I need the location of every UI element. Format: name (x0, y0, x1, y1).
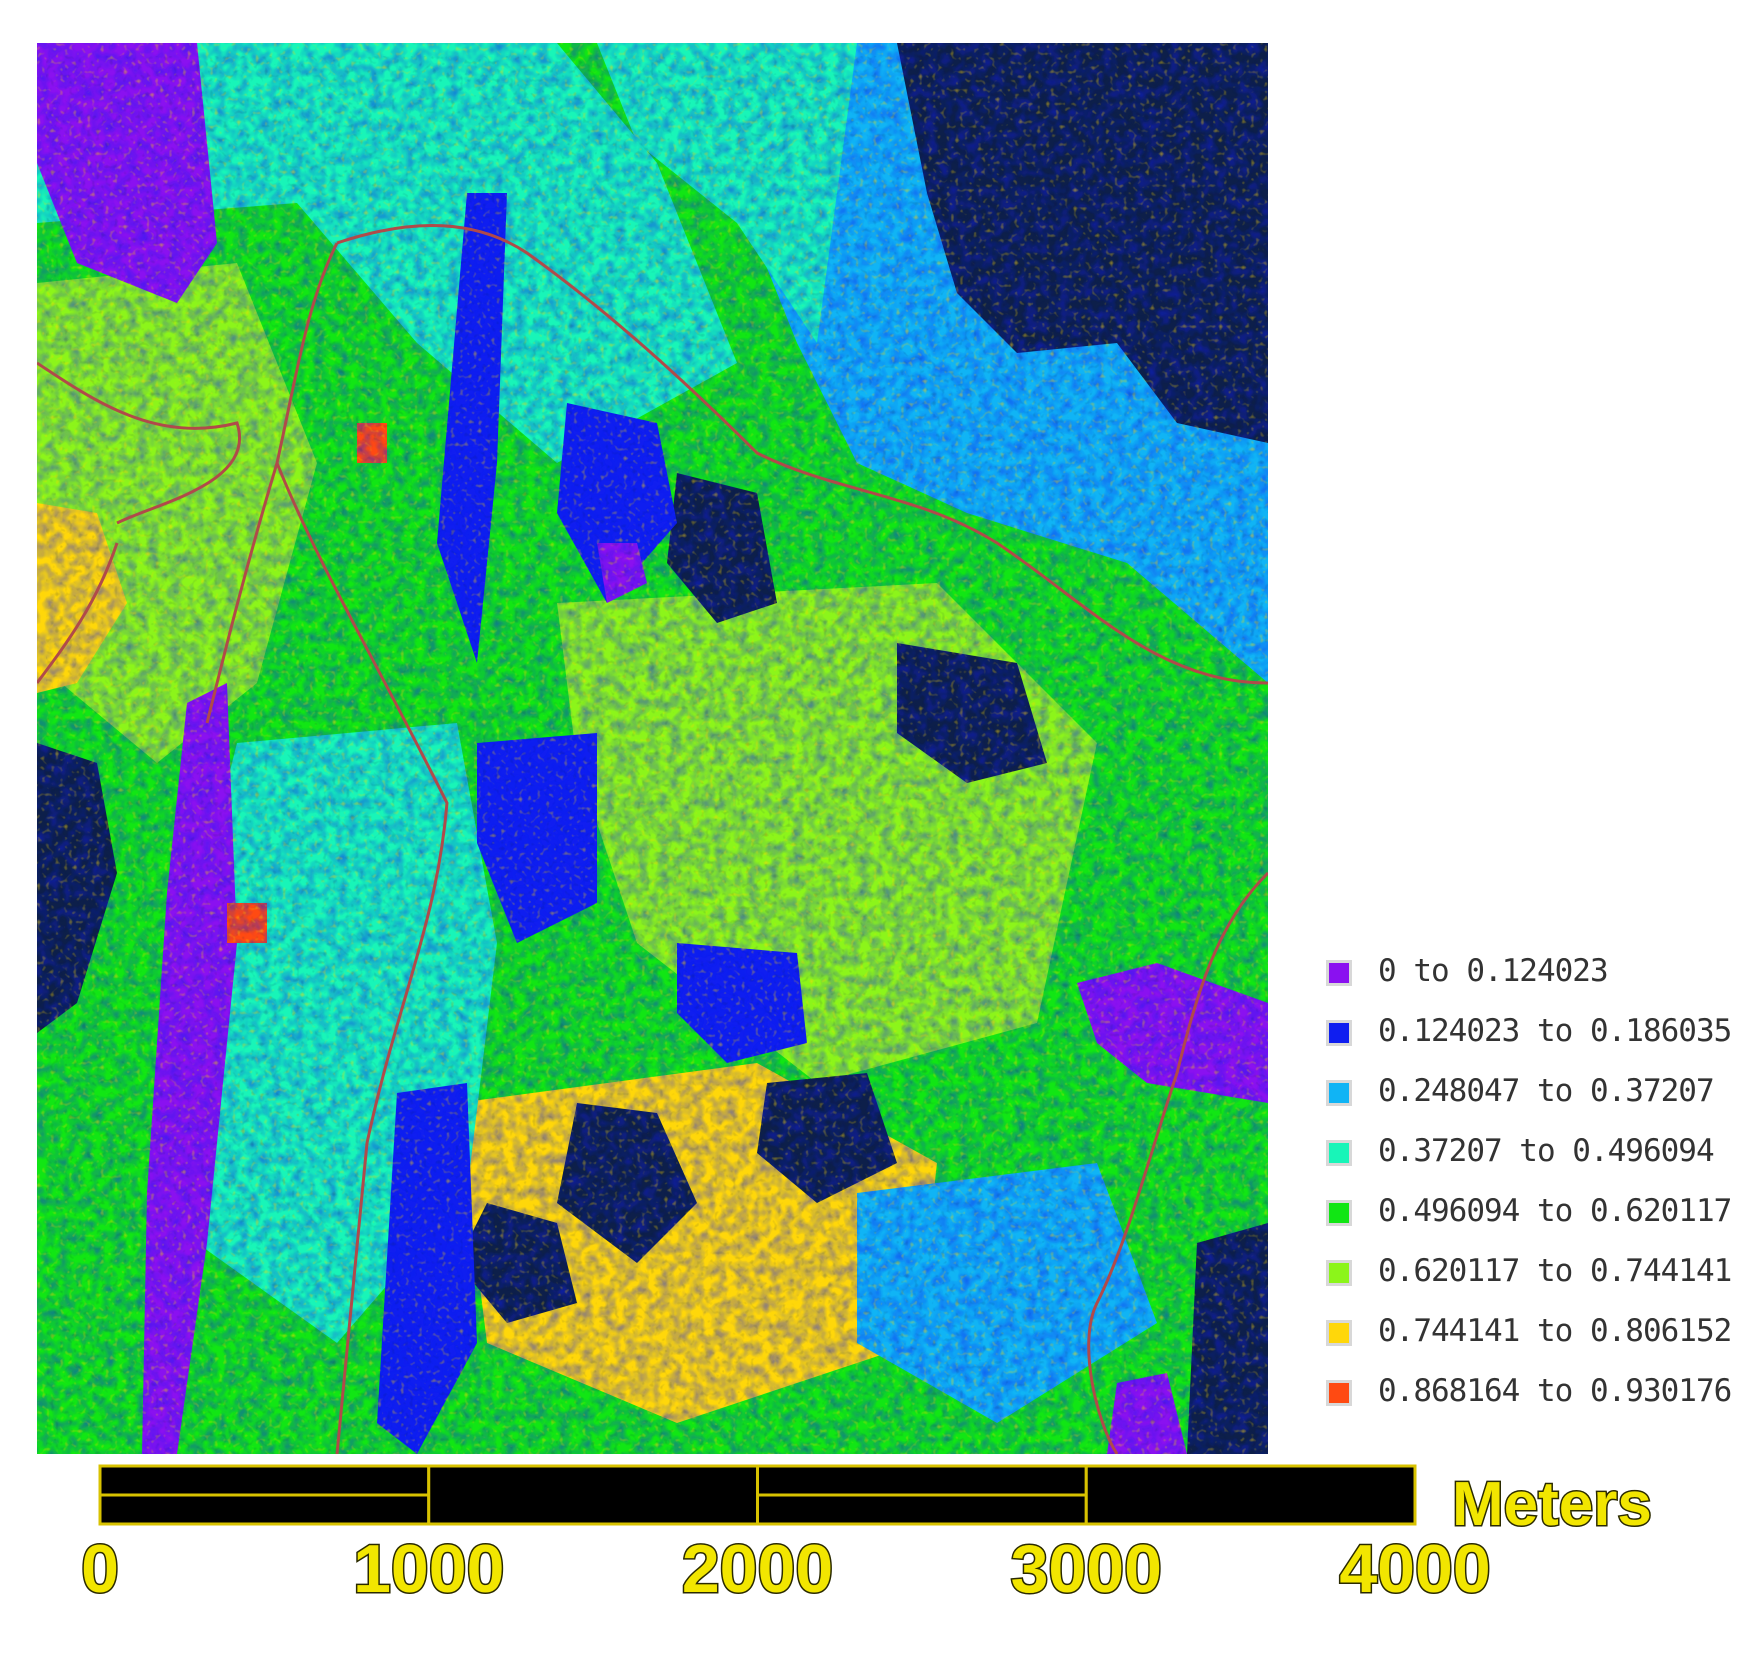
scale-bar-segment (756, 1464, 1088, 1526)
legend-label: 0.744141 to 0.806152 (1378, 1313, 1732, 1349)
scale-bar-tick-label: 3000 (1011, 1531, 1162, 1607)
road-east (1087, 871, 1268, 1454)
legend: 0 to 0.124023 0.124023 to 0.186035 0.24804… (1322, 950, 1742, 1430)
legend-item: 0.124023 to 0.186035 (1322, 1010, 1742, 1070)
legend-label: 0 to 0.124023 (1378, 953, 1609, 989)
legend-item: 0.744141 to 0.806152 (1322, 1310, 1742, 1370)
scale-bar-tick-label: 1000 (353, 1531, 504, 1607)
legend-swatch (1326, 1200, 1352, 1226)
legend-swatch (1326, 1380, 1352, 1406)
roads (37, 224, 1268, 1454)
legend-label: 0.868164 to 0.930176 (1378, 1373, 1732, 1409)
legend-label: 0.620117 to 0.744141 (1378, 1253, 1732, 1289)
legend-swatch (1326, 1320, 1352, 1346)
legend-label: 0.496094 to 0.620117 (1378, 1193, 1732, 1229)
road-north (336, 224, 1268, 685)
scale-bar-tick-label: 4000 (1339, 1531, 1490, 1607)
road-center (275, 462, 449, 1454)
legend-swatch (1326, 1080, 1352, 1106)
legend-label: 0.124023 to 0.186035 (1378, 1013, 1732, 1049)
scale-bar-unit: Meters (1452, 1470, 1652, 1539)
scale-bar-segment (98, 1464, 431, 1526)
legend-label: 0.248047 to 0.37207 (1378, 1073, 1715, 1109)
legend-swatch (1326, 960, 1352, 986)
legend-item: 0.37207 to 0.496094 (1322, 1130, 1742, 1190)
ndvi-map (37, 43, 1268, 1454)
scale-bar-segment (1084, 1464, 1417, 1526)
road-southwest (37, 542, 119, 684)
texture-dark (46, 56, 1268, 1454)
scale-bar-tick-labels: 0 1000 2000 3000 4000 (80, 1530, 1493, 1609)
legend-item: 0.868164 to 0.930176 (1322, 1370, 1742, 1430)
legend-item: 0 to 0.124023 (1322, 950, 1742, 1010)
legend-label: 0.37207 to 0.496094 (1378, 1133, 1715, 1169)
legend-swatch (1326, 1260, 1352, 1286)
scale-bar-tick-label: 0 (81, 1531, 119, 1607)
legend-swatch (1326, 1140, 1352, 1166)
scale-bar-tick-label: 2000 (682, 1531, 833, 1607)
legend-item: 0.248047 to 0.37207 (1322, 1070, 1742, 1130)
scale-bar-segment (427, 1464, 759, 1526)
scale-bar-segments (98, 1464, 1417, 1526)
legend-item: 0.496094 to 0.620117 (1322, 1190, 1742, 1250)
legend-swatch (1326, 1020, 1352, 1046)
legend-item: 0.620117 to 0.744141 (1322, 1250, 1742, 1310)
road-northwest (37, 361, 241, 525)
